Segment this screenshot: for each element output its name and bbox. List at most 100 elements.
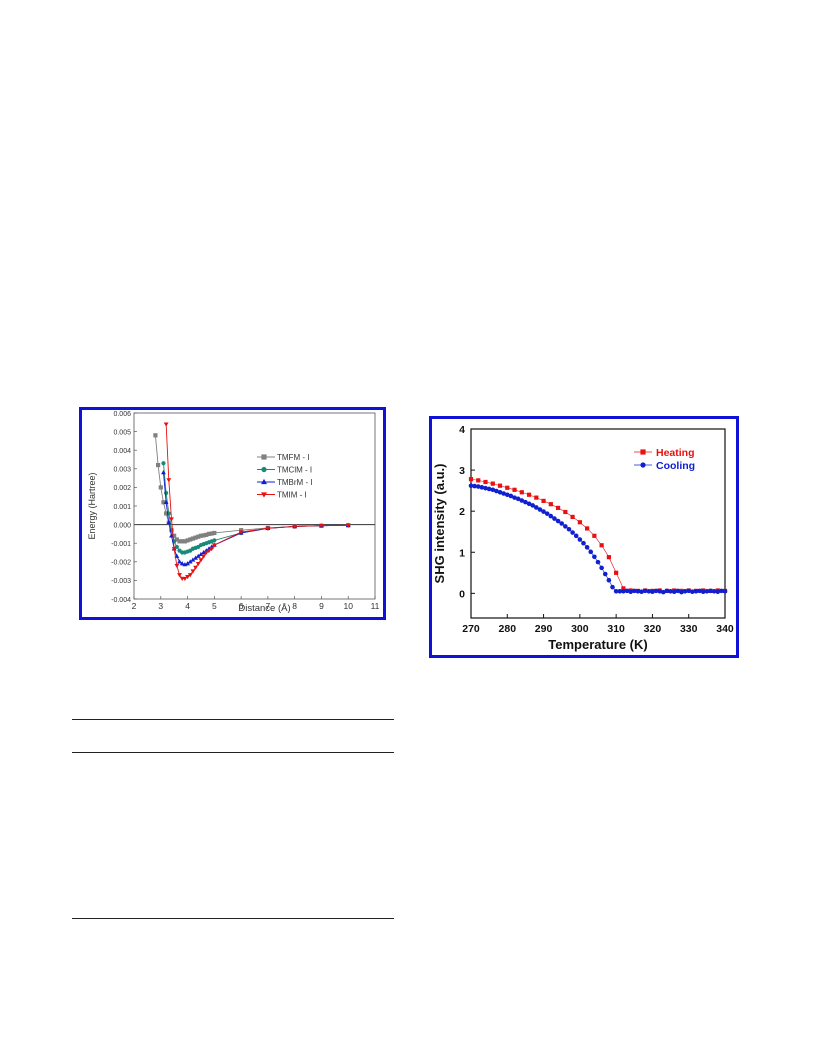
y-tick-label: -0.003	[111, 578, 131, 585]
data-point	[519, 490, 524, 495]
data-point	[486, 486, 492, 492]
y-tick-label: -0.001	[111, 541, 131, 548]
data-point	[209, 531, 214, 536]
y-tick-label: 3	[459, 465, 465, 477]
y-tick-label: 0.002	[113, 485, 131, 492]
data-point	[180, 539, 185, 544]
legend-marker	[640, 462, 646, 468]
data-point	[617, 588, 623, 594]
data-point	[515, 496, 521, 502]
y-tick-label: 0.004	[113, 448, 131, 455]
data-point	[722, 588, 728, 594]
x-tick-label: 5	[212, 601, 217, 611]
legend-label: TMClM - I	[277, 466, 312, 475]
shg-temperature-chart-panel: 270 280 290 300 310 320 330 340 0 1 2 3 4 Temperature…	[429, 416, 739, 658]
data-point	[497, 483, 503, 488]
data-point	[174, 537, 179, 542]
y-tick-label: 0.003	[113, 467, 131, 474]
data-point	[177, 573, 182, 578]
data-point	[621, 588, 626, 594]
y-axis-label: SHG intensity (a.u.)	[432, 464, 447, 584]
data-point	[164, 490, 169, 496]
y-tick-label: 2	[459, 506, 465, 518]
data-point	[196, 534, 201, 539]
y-tick-label: -0.004	[111, 597, 131, 604]
data-point	[548, 513, 554, 519]
data-point	[179, 561, 185, 566]
data-point	[153, 433, 158, 438]
data-point	[190, 557, 196, 562]
table-header-rule	[72, 752, 394, 753]
legend-label: Cooling	[656, 460, 695, 472]
data-point	[171, 547, 177, 552]
data-point	[555, 505, 561, 510]
data-point	[548, 502, 553, 507]
y-tick-label: 0	[459, 588, 465, 600]
data-point	[483, 485, 488, 491]
x-tick-label: 280	[499, 623, 517, 635]
data-point	[592, 554, 597, 560]
legend-label: TMFM - I	[277, 453, 309, 462]
data-point	[602, 571, 608, 577]
data-point	[212, 530, 217, 536]
data-point	[209, 547, 215, 552]
data-point	[193, 535, 198, 540]
data-point	[161, 470, 166, 475]
legend-marker	[261, 478, 267, 485]
data-point	[635, 588, 641, 594]
data-point	[479, 485, 485, 490]
data-point	[188, 537, 193, 542]
legend-label: TMBrM - I	[277, 478, 313, 487]
data-point	[577, 520, 582, 525]
data-point	[614, 570, 619, 575]
data-point	[161, 500, 166, 505]
legend-label: Heating	[656, 447, 695, 459]
data-point	[534, 495, 539, 500]
data-point	[534, 505, 539, 510]
data-point	[682, 588, 688, 594]
data-point	[563, 524, 568, 529]
x-tick-label: 3	[158, 601, 163, 611]
data-point	[201, 533, 206, 538]
data-point	[642, 588, 648, 594]
data-point	[541, 509, 546, 514]
data-point	[475, 484, 481, 489]
data-point	[512, 495, 517, 500]
data-point	[592, 533, 597, 538]
data-point	[195, 553, 201, 558]
table-bottom-rule	[72, 918, 394, 919]
data-point	[628, 589, 633, 595]
series-line	[470, 485, 726, 593]
y-tick-label: 0.006	[113, 411, 131, 418]
data-point	[163, 422, 169, 427]
x-tick-label: 330	[680, 623, 698, 635]
data-point	[715, 589, 721, 595]
data-point	[204, 532, 209, 537]
data-point	[639, 589, 644, 595]
data-point	[631, 588, 637, 594]
data-point	[476, 478, 481, 483]
data-point	[169, 517, 174, 522]
shg-temperature-chart: 270 280 290 300 310 320 330 340 0 1 2 3 4 Temperature…	[432, 424, 734, 652]
data-point	[675, 588, 681, 594]
data-point	[711, 588, 717, 594]
data-point	[501, 491, 506, 496]
legend-marker	[261, 466, 267, 473]
x-axis-label: Distance (Å)	[238, 603, 290, 614]
data-point	[166, 478, 172, 483]
data-point	[238, 530, 244, 535]
data-point	[599, 565, 604, 571]
data-point	[206, 531, 212, 536]
table-top-rule	[72, 719, 394, 720]
data-point	[650, 589, 655, 595]
data-point	[187, 559, 193, 564]
data-point	[182, 539, 187, 544]
legend-marker	[261, 454, 267, 460]
data-point	[490, 487, 496, 493]
data-point	[704, 588, 710, 594]
x-tick-label: 4	[185, 601, 190, 611]
data-point	[563, 509, 568, 515]
x-axis-label: Temperature (K)	[548, 637, 647, 652]
data-point	[555, 518, 561, 524]
data-point	[483, 479, 488, 485]
